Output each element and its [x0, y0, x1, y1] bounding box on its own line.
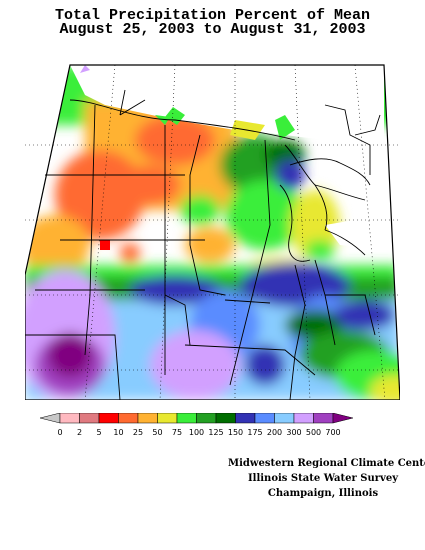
precipitation-map [25, 64, 400, 400]
legend-label: 500 [306, 428, 321, 437]
legend-label: 50 [152, 428, 162, 437]
legend-swatch [332, 413, 354, 424]
graticule [25, 64, 400, 400]
legend-label: 200 [267, 428, 282, 437]
legend-swatch [274, 413, 295, 424]
credit-line-3: Champaign, Illinois [267, 488, 379, 499]
legend-swatch [98, 413, 119, 424]
legend-swatch [40, 413, 61, 424]
legend-swatch [293, 413, 314, 424]
legend-label: 25 [133, 428, 143, 437]
legend-label: 300 [286, 428, 301, 437]
credits-block: Midwestern Regional Climate Center Illin… [228, 456, 425, 501]
legend-swatch [196, 413, 217, 424]
legend-swatch [118, 413, 139, 424]
legend-swatch [215, 413, 236, 424]
legend-swatch [59, 413, 80, 424]
legend-label: 100 [189, 428, 204, 437]
legend-swatch [79, 413, 100, 424]
title-line-2: August 25, 2003 to August 31, 2003 [59, 21, 366, 38]
map-title: Total Precipitation Percent of Mean Augu… [0, 7, 425, 38]
credit-line-1: Midwestern Regional Climate Center [228, 458, 425, 469]
legend-swatch [137, 413, 158, 424]
legend-swatch [157, 413, 178, 424]
legend-swatch [254, 413, 275, 424]
legend-label: 175 [247, 428, 262, 437]
legend-label: 5 [96, 428, 101, 437]
color-scale-legend: 0 2 5 10 25 50 75 100 125 150 175 200 300 500 700 [40, 413, 354, 437]
legend-swatch [313, 413, 334, 424]
legend-swatch [176, 413, 197, 424]
legend-label: 75 [172, 428, 182, 437]
title-line-1: Total Precipitation Percent of Mean [54, 7, 371, 24]
legend-labels: 0 2 5 10 25 50 75 100 125 150 175 200 300 500 700 [57, 428, 340, 437]
legend-label: 2 [77, 428, 82, 437]
legend-label: 125 [208, 428, 223, 437]
credit-line-2: Illinois State Water Survey [247, 473, 399, 484]
legend-label: 700 [325, 428, 340, 437]
legend-label: 150 [228, 428, 243, 437]
legend-label: 10 [113, 428, 123, 437]
legend-swatch [235, 413, 256, 424]
map-frame [25, 64, 400, 400]
legend-label: 0 [57, 428, 62, 437]
legend-swatches [40, 413, 354, 424]
